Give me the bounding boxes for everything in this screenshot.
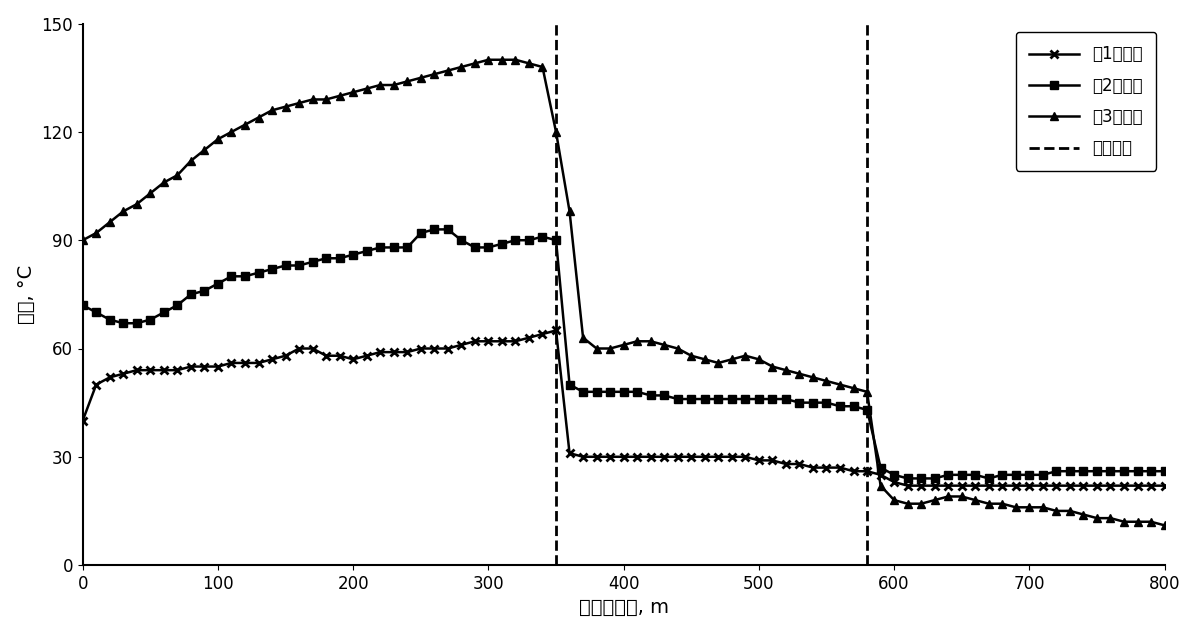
第2周期末	[765, 395, 779, 403]
第3周期末	[75, 236, 90, 244]
X-axis label: 水平段长度, m: 水平段长度, m	[578, 598, 669, 618]
Line: 第1周期末: 第1周期末	[79, 327, 1168, 490]
第2周期末	[887, 471, 901, 479]
第3周期末	[968, 496, 983, 504]
第1周期末	[1157, 482, 1172, 489]
第3周期末	[887, 496, 901, 504]
第1周期末	[1076, 482, 1090, 489]
第3周期末	[481, 56, 496, 63]
第1周期末	[982, 482, 996, 489]
Line: 第3周期末: 第3周期末	[79, 56, 1168, 529]
第3周期末	[1157, 522, 1172, 529]
第1周期末	[549, 327, 564, 334]
第1周期末	[887, 478, 901, 486]
第2周期末	[982, 475, 996, 482]
第1周期末	[900, 482, 915, 489]
Line: 第2周期末: 第2周期末	[79, 225, 1168, 482]
第1周期末	[683, 453, 698, 460]
第2周期末	[1076, 467, 1090, 475]
第3周期末	[765, 363, 779, 370]
第1周期末	[75, 417, 90, 425]
第2周期末	[900, 475, 915, 482]
第2周期末	[1157, 467, 1172, 475]
第2周期末	[75, 301, 90, 309]
第2周期末	[1035, 471, 1050, 479]
第2周期末	[683, 395, 698, 403]
第1周期末	[1035, 482, 1050, 489]
第3周期末	[1063, 507, 1077, 515]
Legend: 第1周期末, 第2周期末, 第3周期末, 分段位置: 第1周期末, 第2周期末, 第3周期末, 分段位置	[1015, 32, 1156, 171]
第3周期末	[1022, 503, 1037, 511]
Y-axis label: 温度, °C: 温度, °C	[17, 265, 36, 324]
第1周期末	[765, 456, 779, 464]
第3周期末	[683, 352, 698, 359]
第2周期末	[427, 226, 442, 233]
